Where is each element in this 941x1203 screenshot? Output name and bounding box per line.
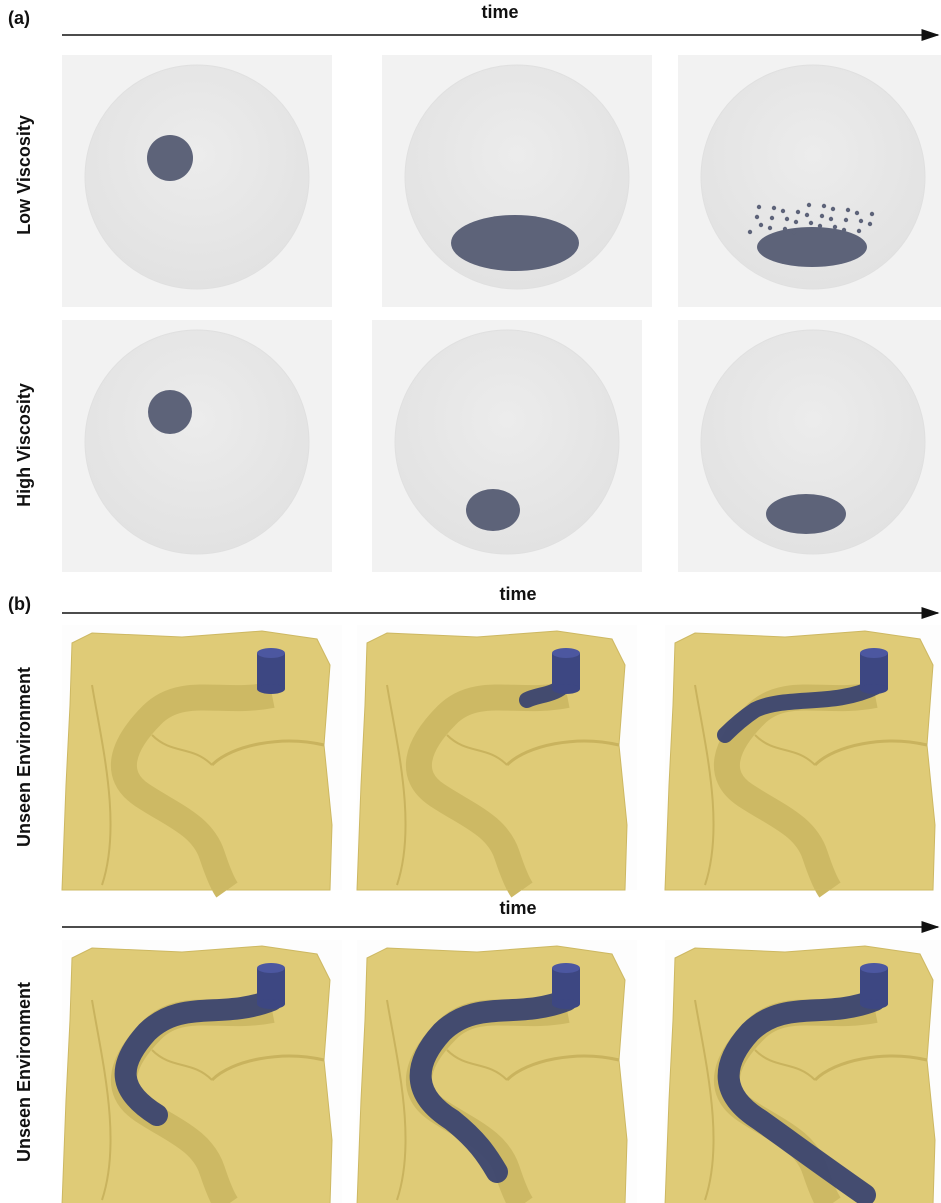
- cylinder: [860, 648, 888, 694]
- droplet: [755, 215, 759, 219]
- axis-label: time: [499, 898, 536, 918]
- cylinder: [552, 963, 580, 1009]
- droplet: [768, 226, 772, 230]
- droplet: [833, 225, 837, 229]
- fluid: [148, 390, 192, 434]
- droplet: [870, 212, 874, 216]
- part-label: (b): [8, 594, 31, 614]
- droplet: [859, 219, 863, 223]
- cylinder: [860, 963, 888, 1009]
- row-label: Unseen Environment: [14, 667, 34, 847]
- droplet: [857, 229, 861, 233]
- droplet: [759, 223, 763, 227]
- cylinder: [552, 648, 580, 694]
- droplet: [783, 227, 787, 231]
- fluid: [757, 227, 867, 267]
- fluid: [766, 494, 846, 534]
- droplet: [831, 207, 835, 211]
- sphere-panel: [382, 55, 652, 307]
- sphere-panel: [62, 55, 332, 307]
- fluid: [466, 489, 520, 531]
- sphere-panel: [62, 320, 332, 572]
- droplet: [868, 222, 872, 226]
- droplet: [794, 220, 798, 224]
- droplet: [818, 224, 822, 228]
- sphere: [85, 65, 309, 289]
- cylinder: [257, 648, 285, 694]
- sphere-panels: [62, 55, 941, 572]
- droplet: [809, 221, 813, 225]
- droplet: [855, 211, 859, 215]
- droplet: [770, 216, 774, 220]
- droplet: [748, 230, 752, 234]
- terrain-panel: [62, 625, 342, 890]
- droplet: [772, 206, 776, 210]
- terrain-panel: [357, 625, 637, 890]
- terrain-panel: [665, 940, 941, 1203]
- droplet: [757, 205, 761, 209]
- figure: (a) time Low Viscosity High Viscosity (b…: [0, 0, 941, 1203]
- row-label: Unseen Environment: [14, 982, 34, 1162]
- row-label: Low Viscosity: [14, 115, 34, 235]
- droplet: [807, 203, 811, 207]
- terrain: [665, 625, 941, 890]
- part-label: (a): [8, 8, 30, 28]
- droplet: [842, 228, 846, 232]
- sphere-panel: [372, 320, 642, 572]
- terrain-panel: [665, 625, 941, 890]
- sphere-panel: [678, 320, 941, 572]
- droplet: [844, 218, 848, 222]
- droplet: [829, 217, 833, 221]
- droplet: [792, 230, 796, 234]
- axis-label: time: [499, 584, 536, 604]
- terrain-panel: [62, 940, 342, 1203]
- fluid: [451, 215, 579, 271]
- terrain: [62, 940, 342, 1203]
- cylinder: [257, 963, 285, 1009]
- droplet: [805, 213, 809, 217]
- axis-label: time: [481, 2, 518, 22]
- sphere-panel: [678, 55, 941, 307]
- sphere: [85, 330, 309, 554]
- droplet: [846, 208, 850, 212]
- terrain: [62, 625, 342, 890]
- terrain: [357, 625, 637, 890]
- row-label: High Viscosity: [14, 383, 34, 507]
- droplet: [820, 214, 824, 218]
- droplet: [796, 210, 800, 214]
- terrain-panel: [357, 940, 637, 1203]
- droplet: [785, 217, 789, 221]
- droplet: [822, 204, 826, 208]
- fluid: [147, 135, 193, 181]
- droplet: [781, 209, 785, 213]
